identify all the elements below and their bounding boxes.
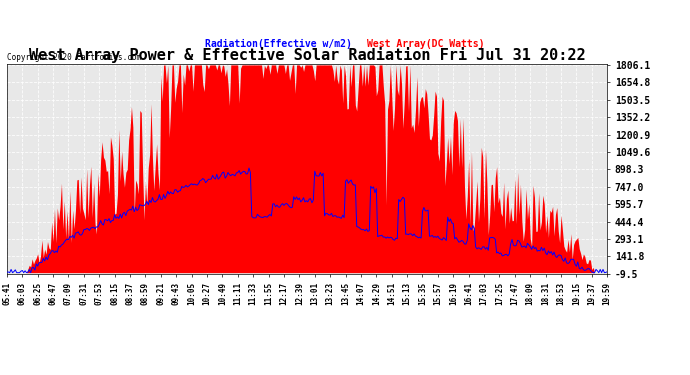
Text: Copyright 2020 Cartronics.com: Copyright 2020 Cartronics.com [7, 53, 141, 62]
Title: West Array Power & Effective Solar Radiation Fri Jul 31 20:22: West Array Power & Effective Solar Radia… [29, 46, 585, 63]
Text: West Array(DC Watts): West Array(DC Watts) [367, 39, 484, 49]
Text: Radiation(Effective w/m2): Radiation(Effective w/m2) [205, 39, 352, 49]
